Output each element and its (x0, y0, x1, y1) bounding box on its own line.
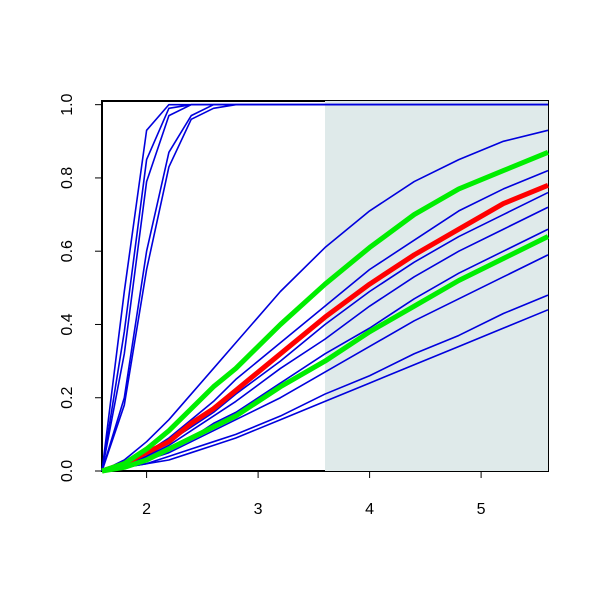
curve (101, 234, 550, 474)
curve (101, 103, 548, 472)
x-tick-label: 5 (477, 501, 486, 518)
curve (101, 309, 549, 472)
x-tick-label: 2 (142, 501, 151, 518)
curve (101, 182, 549, 474)
y-tick-label: 0.6 (59, 240, 76, 262)
curve (101, 206, 549, 472)
x-tick-label: 4 (365, 501, 374, 518)
y-tick-label: 1.0 (59, 93, 76, 115)
y-tick-label: 0.0 (59, 460, 76, 482)
curve (101, 149, 549, 474)
y-tick-label: 0.2 (59, 387, 76, 409)
x-tick-label: 3 (254, 501, 263, 518)
y-tick-label: 0.8 (59, 167, 76, 189)
y-tick-label: 0.4 (59, 313, 76, 335)
curve (101, 129, 549, 472)
